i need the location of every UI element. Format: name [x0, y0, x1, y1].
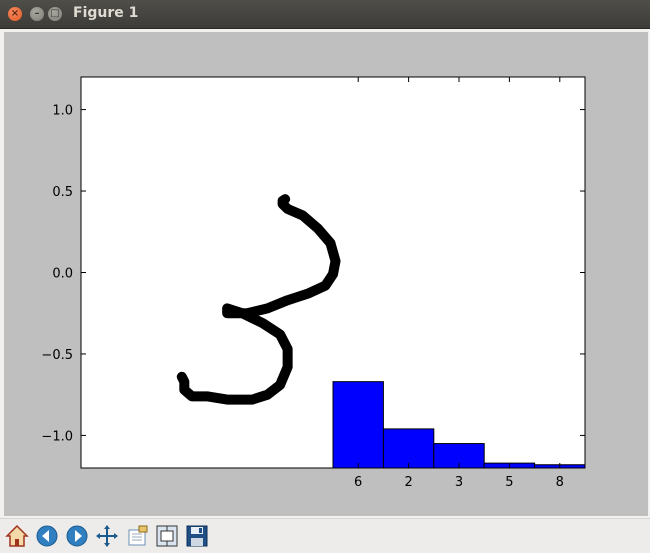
pan-icon — [96, 525, 118, 547]
navigation-toolbar — [0, 518, 650, 553]
x-tick-label: 8 — [556, 475, 564, 490]
forward-button[interactable] — [64, 523, 90, 549]
y-tick-label: 0.0 — [52, 267, 73, 282]
save-button[interactable] — [184, 523, 210, 549]
y-tick-label: 0.5 — [52, 185, 73, 200]
pan-button[interactable] — [94, 523, 120, 549]
window-title: Figure 1 — [73, 5, 139, 21]
subplots-icon — [156, 525, 178, 547]
bar-6 — [332, 381, 384, 469]
y-tick-label: −1.0 — [41, 429, 73, 444]
x-tick-label: 6 — [354, 475, 362, 490]
overlay-line-series — [176, 194, 341, 405]
forward-icon — [66, 525, 88, 547]
home-button[interactable] — [4, 523, 30, 549]
back-button[interactable] — [34, 523, 60, 549]
maximize-window-button[interactable]: □ — [48, 7, 62, 21]
back-icon — [36, 525, 58, 547]
subplots-button[interactable] — [154, 523, 180, 549]
x-tick-label: 3 — [455, 475, 463, 490]
window-titlebar: × – □ Figure 1 — [0, 0, 650, 29]
chart-svg: 1.0 0.5 0.0 −0.5 −1.0 6 2 3 5 8 — [41, 76, 586, 490]
x-tick-label: 5 — [505, 475, 513, 490]
zoom-icon — [128, 525, 148, 546]
minimize-window-button[interactable]: – — [30, 7, 44, 21]
y-tick-label: −0.5 — [41, 348, 73, 363]
close-window-button[interactable]: × — [8, 7, 22, 21]
save-icon — [186, 525, 208, 547]
x-tick-label: 2 — [404, 475, 412, 490]
zoom-button[interactable] — [124, 523, 150, 549]
bar-2 — [382, 428, 435, 469]
y-tick-label: 1.0 — [52, 104, 73, 119]
home-icon — [5, 524, 29, 547]
figure-canvas[interactable]: 1.0 0.5 0.0 −0.5 −1.0 6 2 3 5 8 — [4, 32, 648, 516]
